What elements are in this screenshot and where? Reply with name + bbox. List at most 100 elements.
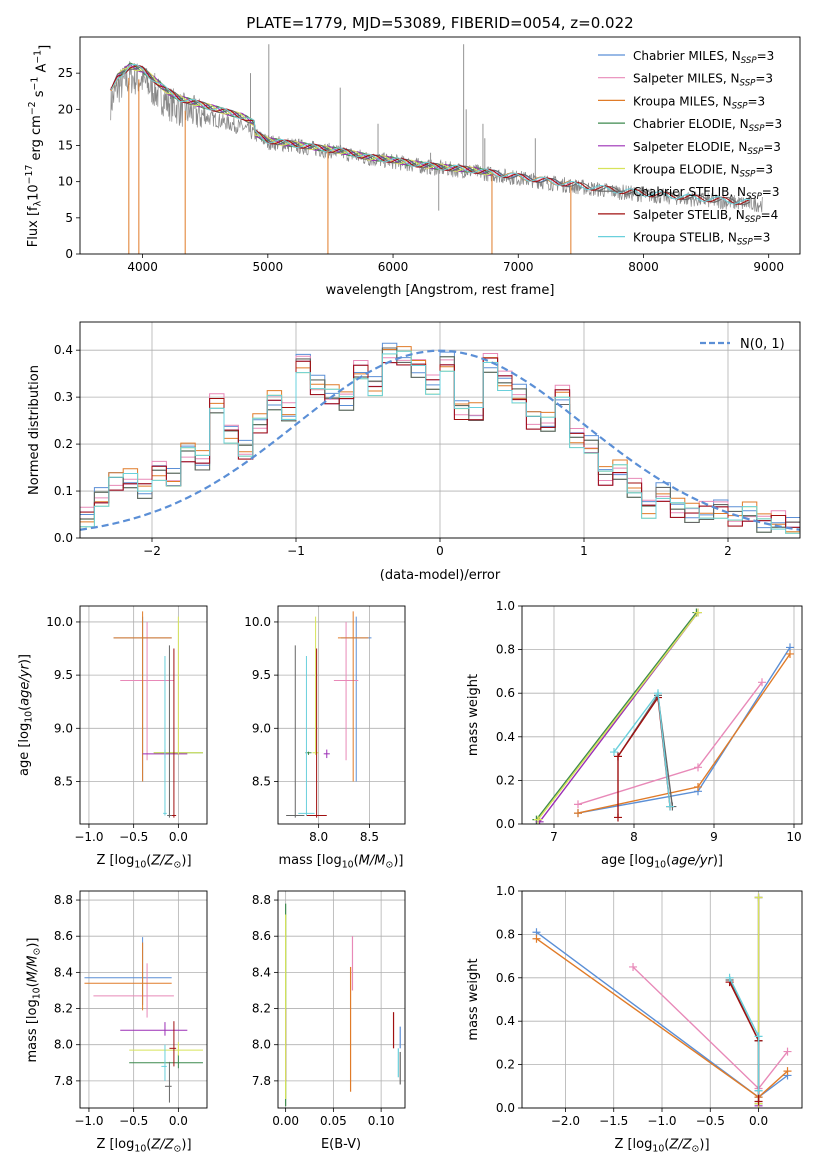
axes-frame bbox=[277, 890, 406, 1109]
weight-line-krou_elodie bbox=[537, 612, 699, 821]
y-tick-label: 9.5 bbox=[252, 668, 271, 682]
y-tick-label: 0.2 bbox=[496, 773, 515, 787]
x-tick-label: 7000 bbox=[503, 260, 534, 274]
legend-label: Kroupa ELODIE, NSSP=3 bbox=[633, 163, 773, 180]
y-tick-label: 8.8 bbox=[252, 893, 271, 907]
y-tick-label: 8.6 bbox=[252, 929, 271, 943]
y-tick-label: 8.8 bbox=[54, 893, 73, 907]
axes-age-mass: 8.0 8.5 8.5 9.0 9.5 10.0 mass [log10(M/M⊙)] bbox=[244, 605, 406, 871]
weight-marker-krou_stelib bbox=[654, 689, 662, 698]
x-tick-label: 9000 bbox=[753, 260, 784, 274]
model-spectrum-chab_elodie bbox=[117, 62, 494, 177]
x-tick-label: 0.0 bbox=[169, 830, 188, 844]
x-tick-label: 0.0 bbox=[749, 1114, 768, 1128]
x-axis-label: wavelength [Angstrom, rest frame] bbox=[326, 283, 555, 298]
x-tick-label: 10 bbox=[786, 830, 801, 844]
x-tick-label: 2 bbox=[724, 544, 732, 558]
axes-frame bbox=[79, 605, 208, 825]
x-tick-label: 9 bbox=[710, 830, 718, 844]
legend-label: Chabrier MILES, NSSP=3 bbox=[633, 49, 774, 66]
y-tick-label: 1.0 bbox=[496, 884, 515, 898]
y-tick-label: 0.0 bbox=[496, 817, 515, 831]
y-axis-label: Normed distribution bbox=[27, 365, 42, 495]
x-tick-label: 8.0 bbox=[309, 830, 328, 844]
plot-area bbox=[113, 611, 203, 818]
x-tick-label: −2.0 bbox=[551, 1114, 580, 1128]
x-tick-label: −1.0 bbox=[647, 1114, 676, 1128]
weight-marker-salp_miles bbox=[694, 763, 702, 772]
chart-title: PLATE=1779, MJD=53089, FIBERID=0054, z=0… bbox=[246, 14, 633, 32]
y-tick-label: 8.2 bbox=[54, 1002, 73, 1016]
y-tick-label: 8.4 bbox=[252, 965, 271, 979]
weight-marker-salp_miles bbox=[629, 962, 638, 971]
x-axis-label: Z [log10(Z/Z⊙)] bbox=[96, 1137, 191, 1155]
plot-area bbox=[84, 937, 203, 1103]
y-tick-label: 1.0 bbox=[496, 599, 515, 613]
x-tick-label: 8000 bbox=[628, 260, 659, 274]
x-axis-label: Z [log10(Z/Z⊙)] bbox=[96, 853, 191, 871]
y-tick-label: 0.3 bbox=[54, 390, 73, 404]
x-tick-label: 8.5 bbox=[360, 830, 379, 844]
weight-marker-krou_elodie bbox=[754, 893, 763, 902]
x-tick-label: −2 bbox=[143, 544, 161, 558]
x-tick-label: 7 bbox=[550, 830, 558, 844]
legend: Chabrier MILES, NSSP=3 Salpeter MILES, NS… bbox=[598, 49, 782, 248]
y-tick-label: 0.8 bbox=[496, 643, 515, 657]
x-axis-label: E(B-V) bbox=[321, 1137, 361, 1152]
x-tick-label: 0.0 bbox=[169, 1114, 188, 1128]
weight-marker-krou_miles bbox=[532, 934, 541, 943]
histogram-krou_stelib bbox=[80, 350, 800, 534]
y-tick-label: 10.0 bbox=[244, 615, 271, 629]
x-tick-label: 0 bbox=[436, 544, 444, 558]
y-tick-label: 9.0 bbox=[54, 721, 73, 735]
y-tick-label: 0.0 bbox=[496, 1101, 515, 1115]
x-tick-label: −1.0 bbox=[74, 1114, 103, 1128]
legend-label: Chabrier ELODIE, NSSP=3 bbox=[633, 117, 782, 134]
y-tick-label: 0.8 bbox=[496, 927, 515, 941]
weight-marker-krou_miles bbox=[694, 782, 702, 791]
axes-frame bbox=[79, 890, 208, 1109]
gaussian-reference bbox=[80, 349, 800, 531]
model-spectrum-salp_elodie bbox=[117, 63, 494, 176]
y-tick-label: 7.8 bbox=[54, 1074, 73, 1088]
legend-label: Salpeter STELIB, NSSP=4 bbox=[633, 208, 778, 225]
y-tick-label: 8.5 bbox=[252, 774, 271, 788]
model-spectrum-krou_elodie bbox=[117, 66, 494, 176]
y-tick-label: 0.1 bbox=[54, 484, 73, 498]
axes-weight-z: −2.0 −1.5 −1.0 −0.5 0.0 0.0 0.2 0.4 0.6 0.8 1.0 Z [… bbox=[466, 884, 803, 1155]
weight-marker-salp_stelib bbox=[754, 1097, 763, 1106]
axes-frame bbox=[79, 321, 801, 539]
axes-frame bbox=[521, 890, 803, 1109]
legend-label: Kroupa MILES, NSSP=3 bbox=[633, 94, 765, 111]
y-axis-label: age [log10(age/yr)] bbox=[17, 654, 34, 776]
y-tick-label: 20 bbox=[58, 102, 73, 116]
x-axis-label: Z [log10(Z/Z⊙)] bbox=[614, 1137, 709, 1155]
x-tick-label: −0.5 bbox=[119, 830, 148, 844]
x-tick-label: −0.5 bbox=[696, 1114, 725, 1128]
y-tick-label: 8.0 bbox=[252, 1038, 271, 1052]
y-axis-label: mass weight bbox=[466, 674, 481, 756]
y-tick-label: 0.4 bbox=[496, 1014, 515, 1028]
axes-frame bbox=[521, 605, 803, 825]
plot-area bbox=[532, 893, 792, 1108]
y-tick-label: 0.2 bbox=[496, 1058, 515, 1072]
axes-frame bbox=[277, 605, 406, 825]
axes-residuals: −2 −1 0 1 2 0.0 0.1 0.2 0.3 0.4 N(0, 1) (data-model… bbox=[27, 321, 801, 583]
y-tick-label: 0.0 bbox=[54, 531, 73, 545]
weight-marker-salp_miles bbox=[783, 1047, 792, 1056]
weight-marker-krou_miles bbox=[783, 1067, 792, 1076]
y-tick-label: 25 bbox=[58, 66, 73, 80]
axes-mass-z: −1.0 −0.5 0.0 7.8 8.0 8.2 8.4 8.6 8.8 Z [log10(Z/… bbox=[25, 890, 208, 1155]
weight-marker-krou_stelib bbox=[725, 973, 734, 982]
plot-area bbox=[285, 903, 401, 1107]
axes-mass-ebv: 0.00 0.05 0.10 7.8 8.0 8.2 8.4 8.6 8.8 E(B-V) bbox=[252, 890, 406, 1152]
y-tick-label: 8.6 bbox=[54, 929, 73, 943]
x-tick-label: 0.00 bbox=[272, 1114, 299, 1128]
x-tick-label: −1 bbox=[287, 544, 305, 558]
y-tick-label: 10 bbox=[58, 175, 73, 189]
plot-area bbox=[532, 608, 794, 824]
y-axis-label: mass weight bbox=[466, 958, 481, 1040]
weight-marker-salp_miles bbox=[758, 678, 766, 687]
weight-marker-krou_elodie bbox=[534, 815, 542, 824]
